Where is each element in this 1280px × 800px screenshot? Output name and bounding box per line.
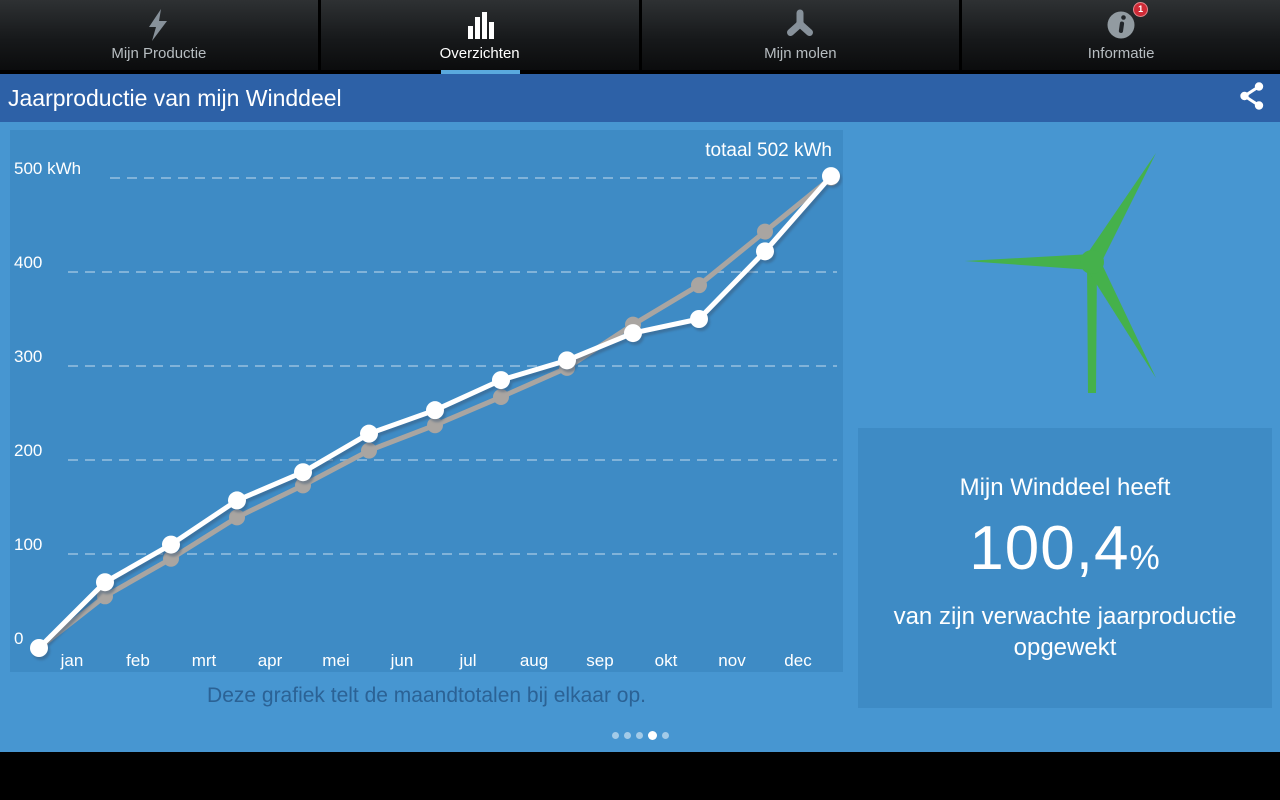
header-bar: Jaarproductie van mijn Winddeel (0, 74, 1280, 122)
chart-panel[interactable]: 0 100 200 300 400 500 kWh jan feb mrt apr mei jun ju… (10, 130, 843, 672)
month-label: feb (126, 651, 150, 670)
page-dot[interactable] (661, 732, 669, 739)
month-label: mei (322, 651, 349, 670)
tab-mijn-molen[interactable]: Mijn molen (641, 0, 960, 70)
y-axis-label: 400 (14, 253, 42, 272)
tab-bar: Mijn Productie Overzichten (0, 0, 1280, 74)
selected-tab-indicator (441, 70, 520, 74)
data-point (163, 550, 179, 567)
tab-overzichten[interactable]: Overzichten (320, 0, 639, 70)
data-point (624, 324, 642, 343)
page-dot[interactable] (611, 732, 619, 739)
data-point (822, 167, 840, 186)
data-point (492, 371, 510, 390)
data-point (361, 442, 377, 459)
share-icon[interactable] (1238, 81, 1266, 116)
data-point (690, 310, 708, 328)
data-point (360, 424, 378, 443)
summary-line2: van zijn verwachte jaarproductie (893, 602, 1237, 630)
bar-chart-icon (465, 7, 495, 43)
data-point (228, 491, 246, 510)
month-label: apr (258, 651, 283, 670)
chart-caption: Deze grafiek telt de maandtotalen bij el… (207, 684, 646, 707)
tab-label: Mijn molen (764, 45, 837, 62)
data-point (97, 588, 113, 605)
data-point (691, 277, 707, 294)
data-point (229, 509, 245, 526)
page-dot[interactable] (623, 732, 631, 739)
system-navigation-bar: 14:20 (0, 752, 1280, 800)
y-axis-label: 200 (14, 441, 42, 460)
data-point (96, 573, 114, 592)
data-point (558, 351, 576, 370)
month-label: jan (60, 651, 84, 670)
page-dot[interactable] (635, 732, 643, 739)
percentage-value: 100,4% (969, 517, 1161, 589)
month-label: jul (458, 651, 476, 670)
summary-intro: Mijn Winddeel heeft (959, 473, 1171, 501)
data-point (30, 639, 48, 657)
y-axis-label: 500 kWh (14, 159, 81, 178)
content-area: 0 100 200 300 400 500 kWh jan feb mrt apr mei jun ju… (0, 122, 1280, 752)
month-label: jun (390, 651, 414, 670)
month-label: okt (655, 651, 678, 670)
data-point (294, 463, 312, 482)
y-axis-label: 300 (14, 347, 42, 366)
data-point (757, 223, 773, 240)
percentage-number: 100,4 (969, 513, 1130, 583)
tab-label: Overzichten (439, 45, 520, 62)
summary-panel: Mijn Winddeel heeft 100,4% van zijn verw… (858, 428, 1272, 708)
percentage-unit: % (1129, 538, 1161, 577)
rotor-icon (783, 7, 817, 43)
month-label: sep (586, 651, 613, 670)
lightning-icon (144, 7, 174, 43)
y-axis-label: 100 (14, 535, 42, 554)
data-point (162, 535, 180, 554)
tab-label: Mijn Productie (111, 45, 207, 62)
data-point (295, 477, 311, 494)
wind-turbine-graphic (965, 153, 1156, 393)
page-title: Jaarproductie van mijn Winddeel (8, 84, 342, 111)
data-point (427, 417, 443, 434)
tab-label: Informatie (1087, 45, 1155, 62)
data-point (493, 389, 509, 406)
notification-badge: 1 (1133, 2, 1149, 17)
summary-line3: opgewekt (1013, 633, 1117, 661)
month-label: dec (784, 651, 812, 670)
tab-informatie[interactable]: 1 Informatie (962, 0, 1280, 70)
info-icon: 1 (1106, 2, 1149, 43)
page-dot[interactable] (647, 731, 657, 740)
chart-total-label: totaal 502 kWh (705, 140, 832, 161)
month-label: mrt (192, 651, 217, 670)
data-point (756, 242, 774, 261)
tab-mijn-productie[interactable]: Mijn Productie (0, 0, 318, 70)
page-indicator (0, 731, 1280, 740)
data-point (426, 401, 444, 420)
month-label: aug (520, 651, 548, 670)
month-label: nov (718, 651, 746, 670)
production-chart: 0 100 200 300 400 500 kWh jan feb mrt apr mei jun ju… (14, 140, 840, 670)
series-actual-cumulative (30, 167, 840, 657)
y-axis-label: 0 (14, 629, 23, 648)
